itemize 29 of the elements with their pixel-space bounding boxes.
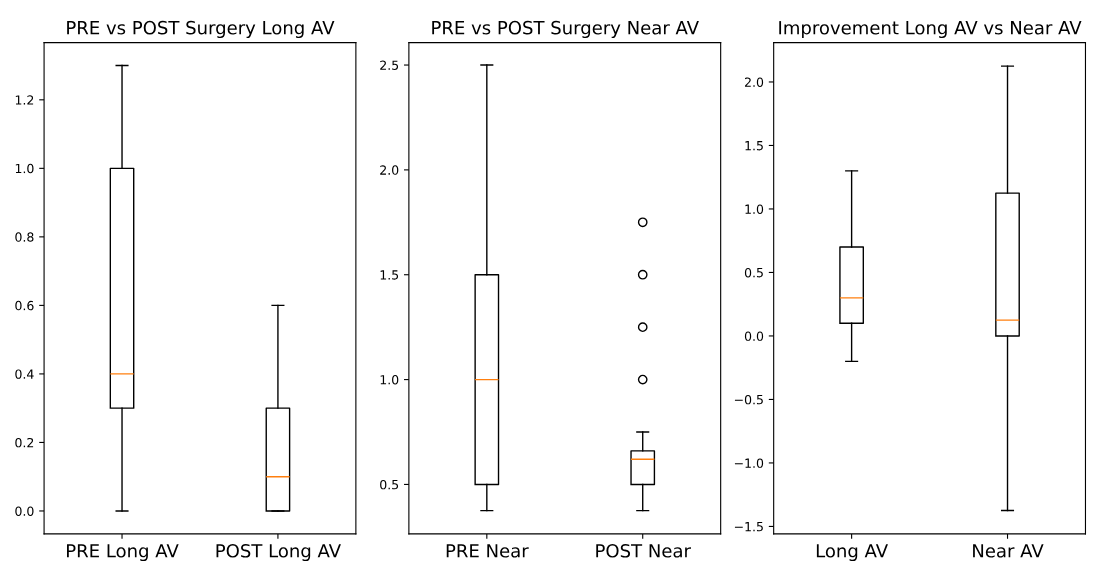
y-tick-label: 2.0 bbox=[744, 77, 764, 87]
y-tick-label: 1.0 bbox=[745, 204, 764, 214]
y-tick-label: 1.2 bbox=[15, 95, 34, 105]
x-tick-label: PRE Near bbox=[446, 544, 529, 558]
y-tick-label: 0.0 bbox=[15, 506, 34, 516]
y-tick-label: −1.0 bbox=[734, 458, 764, 468]
y-tick-label: 0.4 bbox=[15, 369, 34, 379]
chart-title: Improvement Long AV vs Near AV bbox=[779, 21, 1082, 39]
x-tick-label: PRE Long AV bbox=[67, 544, 179, 562]
x-tick-label: POST Near bbox=[596, 543, 691, 558]
y-tick-label: 0.6 bbox=[15, 300, 34, 311]
y-tick-label: 0.5 bbox=[744, 267, 763, 278]
x-tick-label: Near AV bbox=[973, 544, 1044, 558]
y-tick-label: 2.0 bbox=[380, 165, 399, 175]
y-tick-label: 2.5 bbox=[380, 60, 399, 70]
y-tick-label: 1.0 bbox=[380, 375, 399, 385]
chart-title: PRE vs POST Surgery Long AV bbox=[67, 20, 335, 39]
y-tick-label: 0.2 bbox=[15, 437, 34, 448]
x-tick-label: POST Long AV bbox=[216, 543, 341, 562]
y-tick-label: 0.0 bbox=[744, 331, 764, 341]
y-tick-label: −0.5 bbox=[734, 394, 763, 405]
y-tick-label: 0.5 bbox=[380, 479, 399, 490]
y-tick-label: 0.8 bbox=[15, 232, 34, 242]
y-tick-label: −1.5 bbox=[734, 522, 763, 532]
chart-title: PRE vs POST Surgery Near AV bbox=[432, 20, 699, 39]
y-tick-label: 1.0 bbox=[15, 163, 34, 174]
y-tick-label: 1.5 bbox=[380, 270, 399, 280]
x-tick-label: Long AV bbox=[816, 544, 888, 562]
y-tick-label: 1.5 bbox=[745, 141, 763, 151]
